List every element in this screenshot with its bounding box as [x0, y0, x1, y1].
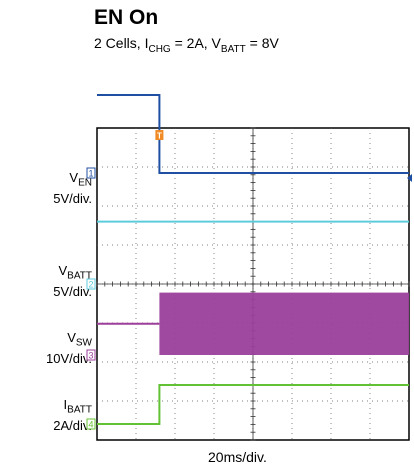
channel-4-scale: 2A/div. [53, 417, 92, 433]
chart-subtitle: 2 Cells, ICHG = 2A, VBATT = 8V [94, 35, 279, 55]
channel-3-scale: 10V/div. [45, 350, 92, 366]
subtitle-part: = 2A, V [170, 35, 221, 51]
channel-marker-3: 3 [88, 351, 93, 361]
channel-marker-2: 2 [88, 280, 93, 290]
channel-marker-box [86, 167, 96, 179]
trace-ch4 [97, 384, 409, 425]
channel-4-symbol: I [63, 397, 68, 412]
channel-2-symbol: V [58, 263, 68, 278]
chart-title: EN On [94, 6, 159, 29]
channel-2-scale: 5V/div. [53, 283, 92, 299]
channel-2-subscript: BATT [67, 270, 92, 282]
subtitle-part: = 8V [245, 35, 279, 51]
subtitle-sub: BATT [220, 43, 246, 55]
trigger-marker-box [155, 130, 164, 140]
channel-3-subscript: SW [75, 337, 92, 349]
channel-4-subscript: BATT [67, 404, 92, 416]
channel-2-label: VBATT 5V/div. [53, 263, 92, 299]
channel-marker-4: 4 [88, 420, 93, 430]
trigger-marker: T [157, 132, 162, 141]
channel-1-label: VEN 5V/div. [53, 170, 92, 206]
channel-1-subscript: EN [78, 177, 92, 189]
channel-3-symbol: V [67, 330, 76, 345]
x-axis-label: 20ms/div. [208, 449, 267, 465]
channel-4-label: IBATT 2A/div. [53, 397, 92, 433]
channel-marker-box [86, 418, 96, 430]
channel-marker-1: 1 [88, 169, 93, 179]
channel-1-symbol: V [69, 170, 79, 185]
subtitle-part: 2 Cells, I [94, 35, 149, 51]
subtitle-sub: CHG [148, 43, 171, 55]
channel-3-label: VSW 10V/div. [46, 330, 92, 366]
trigger-level-arrow [407, 174, 412, 182]
channel-marker-box [86, 349, 96, 361]
channel-marker-box [86, 278, 96, 290]
vsw-switching-band [159, 292, 409, 355]
channel-1-scale: 5V/div. [53, 190, 92, 206]
